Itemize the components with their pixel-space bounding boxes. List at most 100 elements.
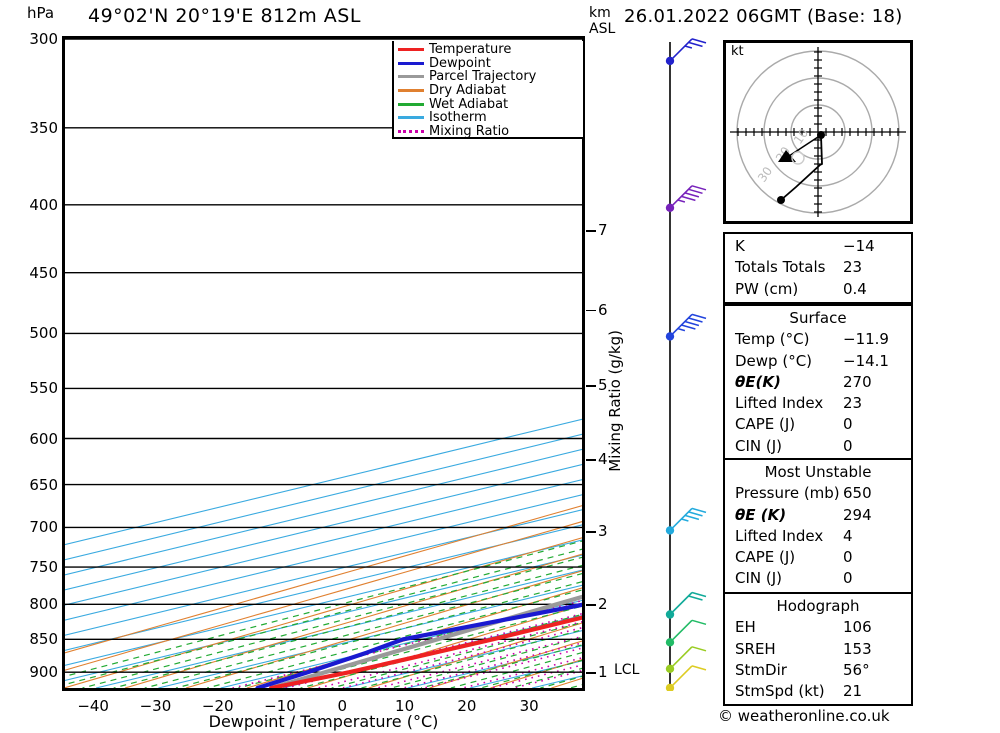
pressure-tick-850: 850 (29, 630, 58, 649)
legend-item: Mixing Ratio (398, 125, 583, 139)
panel-title: Surface (789, 309, 847, 327)
legend-swatch-icon (398, 102, 424, 106)
data-row-value: 4 (843, 526, 853, 545)
pressure-tick-350: 350 (29, 118, 58, 137)
data-row-value: 650 (843, 484, 872, 503)
altitude-tickmark (586, 604, 596, 606)
data-row-key: Pressure (mb) (735, 484, 840, 503)
km-unit-label: km (589, 5, 611, 21)
data-row-key: PW (cm) (735, 279, 799, 298)
hodograph-unit-label: kt (731, 44, 744, 59)
altitude-tickmark (586, 230, 596, 232)
panel-title: Hodograph (776, 597, 860, 615)
data-row-key: Temp (°C) (735, 330, 810, 349)
most-unstable-panel: Most Unstable Pressure (mb) 650 θE (K) 294 Li… (723, 458, 913, 594)
data-row-key: StmDir (735, 660, 787, 679)
x-axis-title: Dewpoint / Temperature (°C) (208, 712, 439, 731)
data-row: PW (cm) 0.4 (725, 279, 911, 300)
temperature-tick-20: 20 (457, 697, 477, 715)
data-row-value: 153 (843, 639, 872, 658)
data-row: Lifted Index 4 (725, 526, 911, 547)
pressure-axis: 300 350 400 450 500 550 600 650 700 750 800 850 900 (0, 30, 58, 691)
hodograph-stats-panel: Hodograph EH 106 SREH 153 StmDir 56° StmSpd (kt… (723, 592, 913, 707)
data-row: SREH 153 (725, 639, 911, 660)
altitude-axis: 1 2 3 4 5 6 7 (586, 36, 638, 691)
data-row: θE (K) 294 (725, 505, 911, 526)
data-row: CAPE (J) 0 (725, 414, 911, 435)
data-row-key: θE(K) (735, 372, 781, 391)
wind-barb-svg (665, 38, 707, 693)
legend-item: Isotherm (398, 111, 583, 125)
pressure-tick-500: 500 (29, 324, 58, 343)
data-row-value: 23 (843, 394, 863, 413)
data-row-value: 56° (843, 660, 870, 679)
legend: Temperature Dewpoint Parcel Trajectory Dry … (392, 41, 583, 139)
temperature-tick-0: 0 (337, 697, 348, 715)
wet-adiabat-lines (65, 540, 582, 688)
pressure-tick-550: 550 (29, 379, 58, 398)
data-row-key: StmSpd (kt) (735, 682, 825, 701)
pressure-tick-400: 400 (29, 195, 58, 214)
data-row-value: 0 (843, 415, 853, 434)
altitude-tick-7km: 7 (598, 221, 608, 240)
altitude-tickmark (586, 672, 596, 674)
data-row-key: K (735, 237, 745, 255)
legend-item: Wet Adiabat (398, 97, 583, 111)
data-row: StmDir 56° (725, 660, 911, 681)
data-row-value: 21 (843, 682, 863, 701)
data-row-value: 0 (843, 548, 853, 567)
data-row: CAPE (J) 0 (725, 547, 911, 568)
legend-item-label: Dewpoint (429, 55, 491, 71)
data-row-key: SREH (735, 639, 776, 658)
data-row: Lifted Index 23 (725, 393, 911, 414)
legend-item: Dry Adiabat (398, 84, 583, 98)
data-row: CIN (J) 0 (725, 436, 911, 457)
altitude-tick-4km: 4 (598, 450, 608, 469)
temperature-axis: −40 −30 −20 −10 0 10 20 30 (62, 697, 585, 717)
temperature-tick-30: 30 (519, 697, 539, 715)
legend-item-label: Wet Adiabat (429, 96, 509, 112)
data-row-value: 23 (843, 258, 863, 277)
mixing-ratio-axis-title: Mixing Ratio (g/kg) (606, 330, 624, 472)
data-row: Dewp (°C) −14.1 (725, 351, 911, 372)
wind-barb-column (646, 36, 716, 693)
legend-swatch-icon (398, 129, 424, 133)
lcl-label: LCL (614, 662, 640, 678)
data-row-value: 294 (843, 505, 872, 524)
pressure-unit-label: hPa (27, 4, 55, 22)
data-row: EH 106 (725, 617, 911, 638)
data-row-value: 270 (843, 372, 872, 391)
legend-swatch-icon (398, 89, 424, 93)
pressure-tick-300: 300 (29, 30, 58, 48)
data-row-value: 0 (843, 436, 853, 455)
temperature-tick--10: −10 (264, 697, 296, 715)
altitude-tickmark (586, 309, 596, 312)
data-row-key: CIN (J) (735, 436, 783, 455)
asl-unit-label: ASL (589, 21, 616, 37)
data-row-key: Totals Totals (735, 258, 826, 277)
svg-text:30: 30 (755, 164, 775, 185)
data-row-key: CIN (J) (735, 569, 783, 588)
data-row-value: −14.1 (843, 351, 889, 370)
datetime-label: 26.01.2022 06GMT (Base: 18) (624, 6, 903, 27)
data-row-value: 106 (843, 618, 872, 637)
indices-panel: K −14 Totals Totals 23 PW (cm) 0.4 (723, 232, 913, 304)
mixing-ratio-lines (229, 599, 582, 688)
pressure-tick-450: 450 (29, 263, 58, 282)
temperature-tick-10: 10 (395, 697, 415, 715)
data-row: CIN (J) 0 (725, 568, 911, 589)
altitude-tick-3km: 3 (598, 522, 608, 541)
altitude-tick-6km: 6 (598, 300, 608, 319)
altitude-tickmark (586, 385, 596, 387)
surface-panel: Surface Temp (°C) −11.9 Dewp (°C) −14.1 θE(K)… (723, 304, 913, 462)
data-row-value: 0.4 (843, 279, 867, 298)
copyright-label: © weatheronline.co.uk (718, 707, 890, 725)
data-row-key: CAPE (J) (735, 548, 796, 567)
pressure-tick-900: 900 (29, 663, 58, 682)
data-row: StmSpd (kt) 21 (725, 681, 911, 702)
panel-title: Most Unstable (764, 463, 872, 481)
legend-swatch-icon (398, 61, 424, 65)
data-row-key: θE (K) (735, 505, 787, 524)
